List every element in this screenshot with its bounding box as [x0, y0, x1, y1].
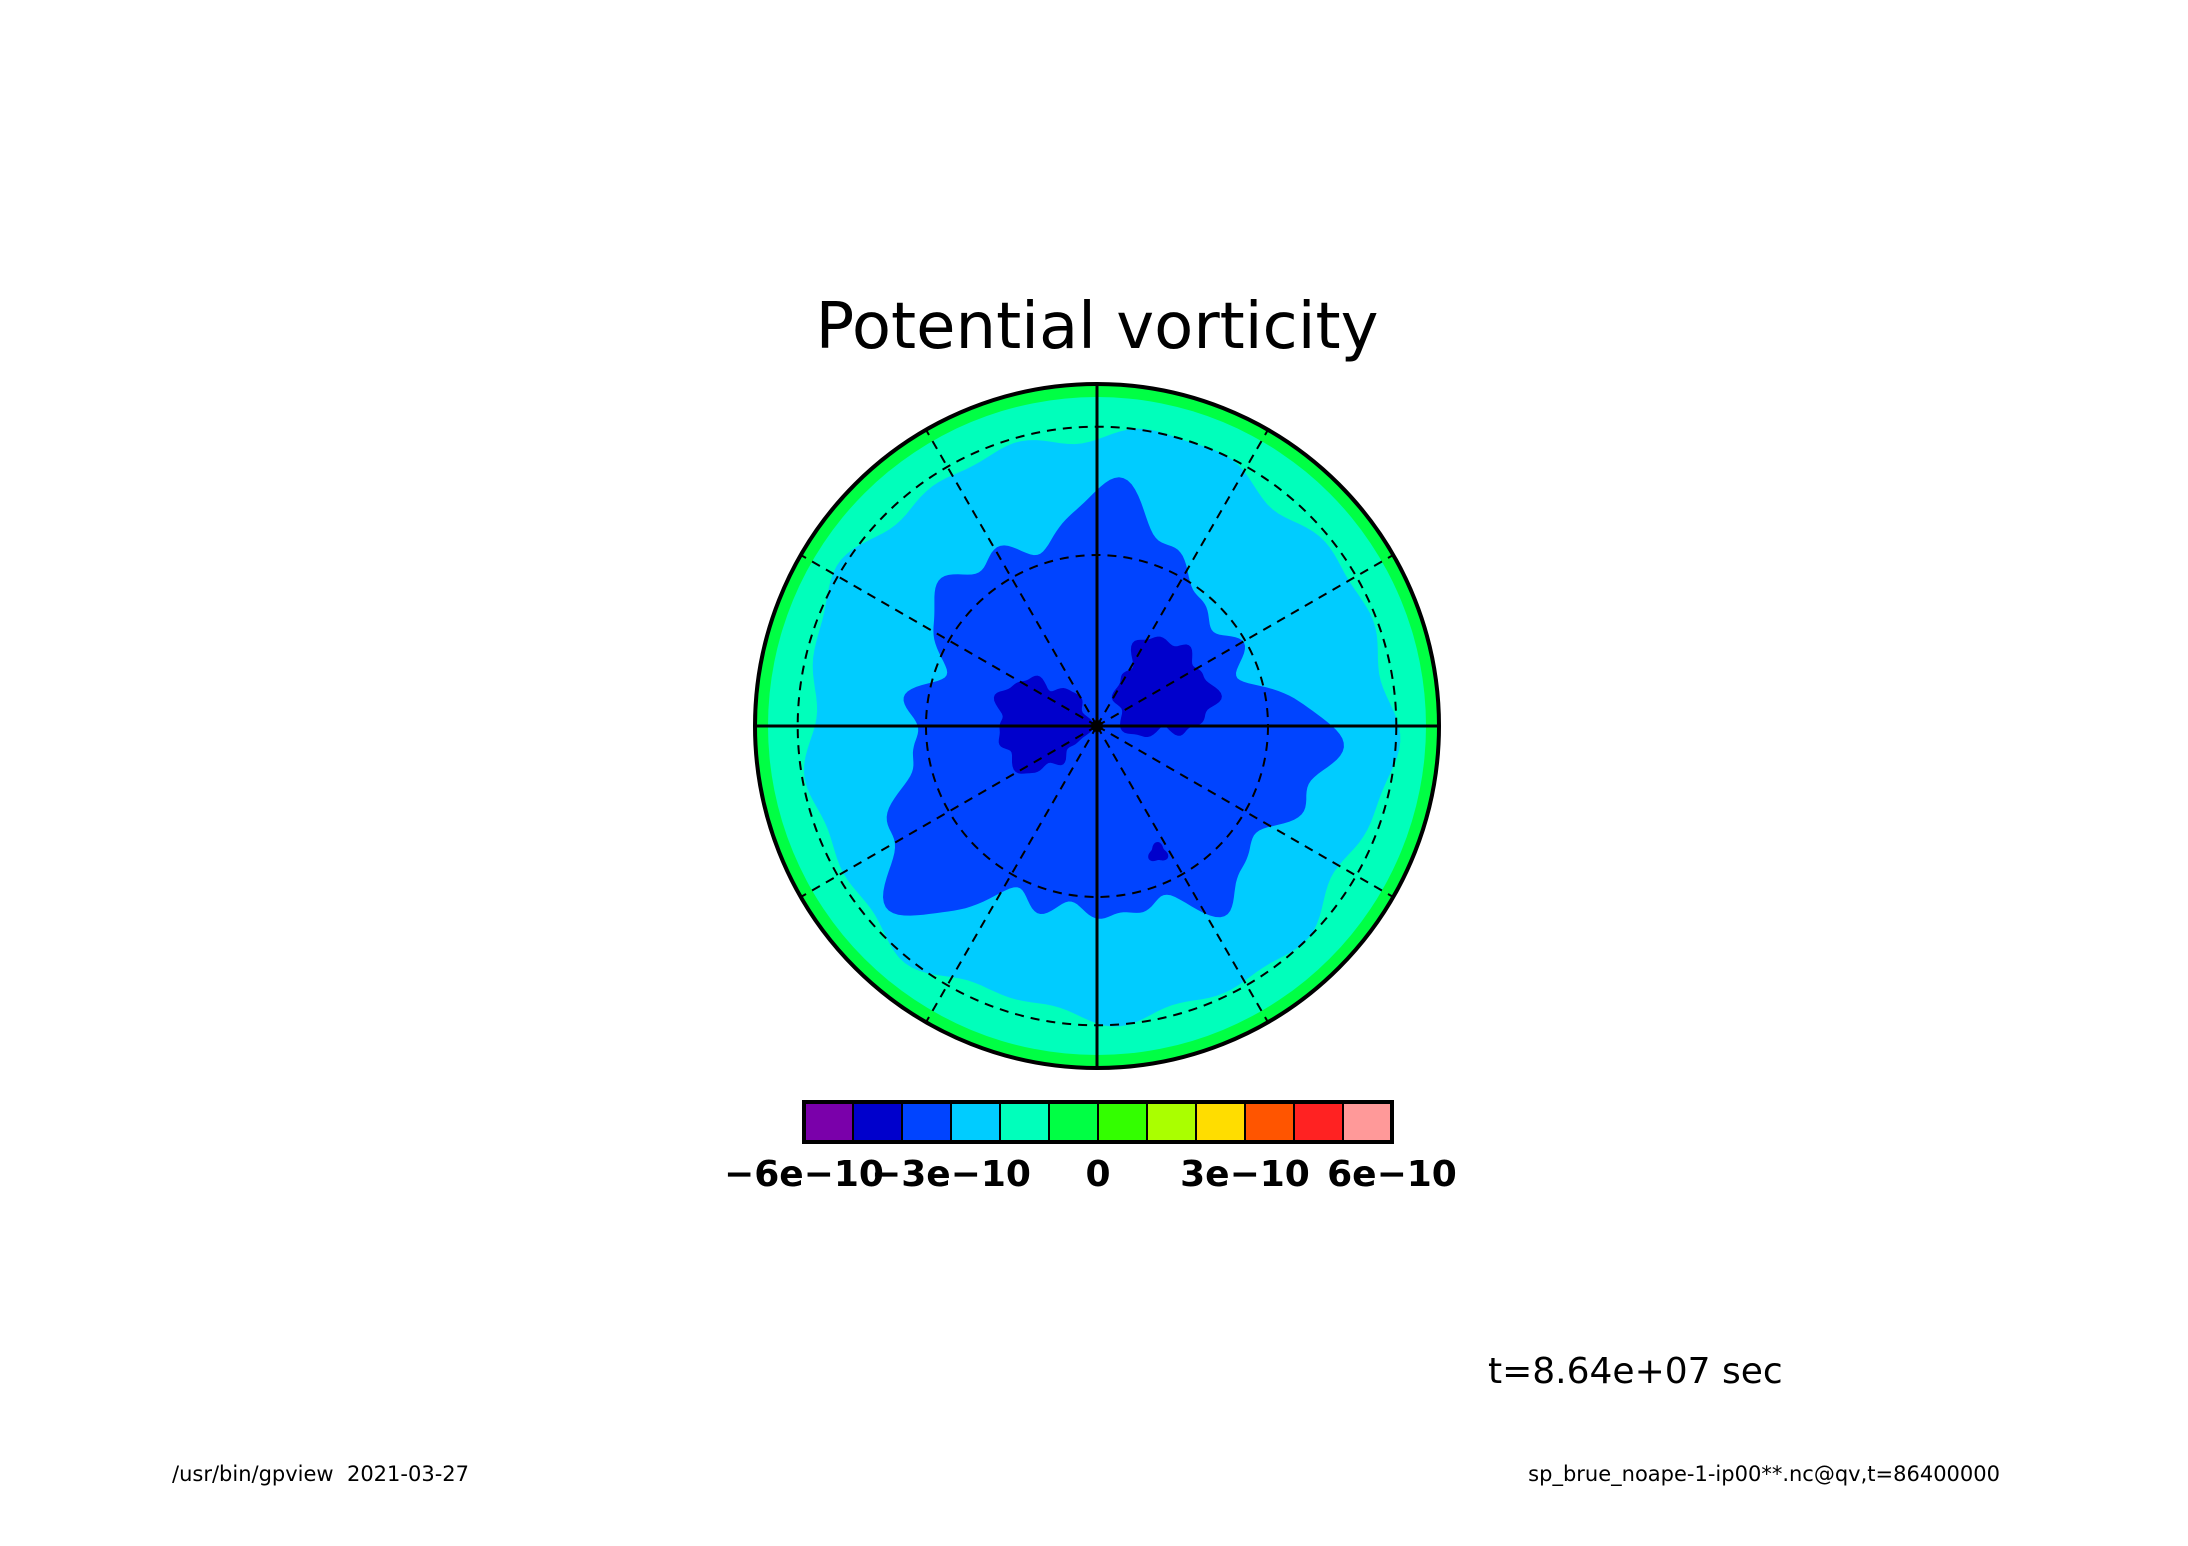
colorbar-tick-label: −3e−10 — [871, 1154, 1031, 1195]
time-annotation: t=8.64e+07 sec — [1488, 1351, 1783, 1392]
colorbar-box — [1195, 1101, 1246, 1143]
colorbar-tick-label: 3e−10 — [1180, 1154, 1310, 1195]
colorbar-box — [1146, 1101, 1197, 1143]
colorbar-ticks: −6e−10−3e−10 0 3e−10 6e−10 — [724, 1154, 1457, 1195]
colorbar-tick-label: 0 — [1085, 1154, 1110, 1195]
colorbar-box — [852, 1101, 903, 1143]
chart-title: Potential vorticity — [816, 290, 1379, 364]
footer-file: sp_brue_noape-1-ip00**.nc@qv,t=86400000 — [1528, 1462, 2000, 1487]
colorbar-box — [901, 1101, 952, 1143]
colorbar: −6e−10−3e−10 0 3e−10 6e−10 — [724, 1100, 1457, 1195]
footer-program: /usr/bin/gpview 2021-03-27 — [172, 1462, 469, 1486]
colorbar-boxes — [802, 1100, 1394, 1144]
colorbar-box — [1048, 1101, 1099, 1143]
contour-band — [1148, 842, 1169, 862]
contour-band — [1053, 908, 1087, 928]
colorbar-box — [999, 1101, 1050, 1143]
polar-map — [753, 382, 1441, 1070]
colorbar-box — [1293, 1101, 1344, 1143]
colorbar-frame — [802, 1100, 1394, 1144]
colorbar-tick-label: 6e−10 — [1327, 1154, 1457, 1195]
map-grid — [753, 382, 1441, 1070]
map-boundary — [753, 382, 1441, 1070]
colorbar-box — [950, 1101, 1001, 1143]
colorbar-tick-label: −6e−10 — [724, 1154, 884, 1195]
colorbar-box — [803, 1101, 854, 1143]
pole-marker — [1091, 720, 1103, 732]
colorbar-box — [1244, 1101, 1295, 1143]
colorbar-box — [1342, 1101, 1393, 1143]
colorbar-box — [1097, 1101, 1148, 1143]
